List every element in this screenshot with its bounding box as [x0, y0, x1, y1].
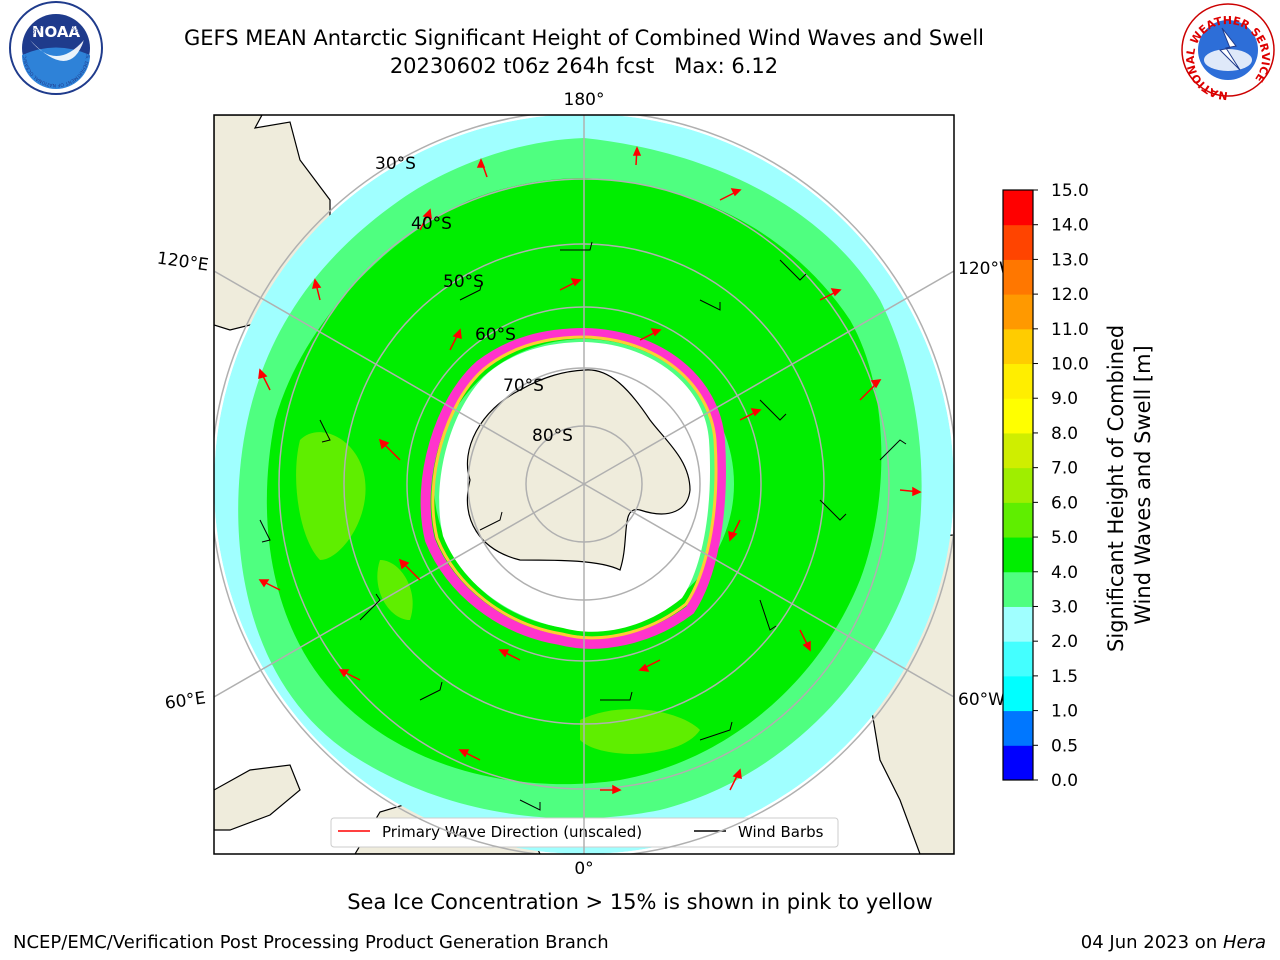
nws-logo: NATIONAL WEATHER SERVICE: [1181, 3, 1275, 102]
colorbar-segment: [1003, 745, 1033, 781]
colorbar-tick-label: 9.0: [1051, 389, 1078, 409]
lon-label-upper-right: 120°W: [958, 259, 1016, 279]
graticule: [214, 115, 954, 854]
colorbar-tick-label: 0.5: [1051, 736, 1078, 756]
legend-barb-label: Wind Barbs: [738, 823, 824, 841]
colorbar-tick-label: 4.0: [1051, 563, 1078, 583]
colorbar-tick-label: 8.0: [1051, 424, 1078, 444]
footer-date: 04 Jun 2023 on Hera: [1081, 932, 1266, 953]
colorbar-tick-label: 15.0: [1051, 181, 1089, 201]
colorbar-segment: [1003, 641, 1033, 677]
lat-label-70s: 70°S: [503, 376, 544, 396]
footer-date-text: 04 Jun 2023 on: [1080, 932, 1223, 953]
colorbar-tick-label: 7.0: [1051, 459, 1078, 479]
lat-label-30s: 30°S: [375, 154, 416, 174]
colorbar-tick-label: 1.5: [1051, 667, 1078, 687]
lon-label-bottom: 0°: [574, 859, 593, 879]
colorbar-segment: [1003, 710, 1033, 746]
colorbar-segment: [1003, 502, 1033, 538]
lat-label-40s: 40°S: [411, 214, 452, 234]
noaa-logo-text: NOAA: [32, 23, 81, 41]
colorbar-segment: [1003, 363, 1033, 399]
svg-text:Significant Height of Combined: Significant Height of Combined Wind Wave…: [1104, 318, 1155, 652]
colorbar-segment: [1003, 467, 1033, 503]
colorbar-segment: [1003, 606, 1033, 642]
lon-label-top: 180°: [564, 90, 605, 110]
colorbar-segment: [1003, 571, 1033, 607]
wind-barbs: [259, 241, 907, 811]
lat-label-60s: 60°S: [475, 325, 516, 345]
colorbar-segment: [1003, 432, 1033, 469]
colorbar-tick-label: 2.0: [1051, 632, 1078, 652]
colorbar-tick-label: 6.0: [1051, 493, 1078, 513]
noaa-logo: NOAA NATIONAL OCEANIC AND ATMOSPHERIC AD…: [0, 0, 103, 95]
lat-label-50s: 50°S: [443, 272, 484, 292]
colorbar-segment: [1003, 190, 1033, 226]
colorbar-segment: [1003, 328, 1033, 365]
colorbar-tick-label: 11.0: [1051, 320, 1089, 340]
footer-credit: NCEP/EMC/Verification Post Processing Pr…: [13, 932, 609, 953]
sea-ice-caption: Sea Ice Concentration > 15% is shown in …: [347, 890, 933, 914]
colorbar-segment: [1003, 537, 1033, 573]
wave-direction-arrows: [258, 146, 922, 795]
lon-label-upper-left: 120°E: [156, 249, 210, 276]
footer-host: Hera: [1222, 932, 1266, 953]
colorbar-tick-label: 14.0: [1051, 216, 1089, 236]
chart-subtitle: 20230602 t06z 264h fcst Max: 6.12: [389, 54, 779, 78]
colorbar-segment: [1003, 675, 1033, 712]
colorbar-segment: [1003, 224, 1033, 260]
colorbar-segment: [1003, 259, 1033, 295]
colorbar-segment: [1003, 294, 1033, 330]
colorbar-tick-label: 10.0: [1051, 355, 1089, 375]
lon-label-lower-left: 60°E: [164, 688, 207, 713]
colorbar: 0.0 0.5 1.0 1.5 2.0 3.0 4.0 5.0 6.0 7.0 8.0 9.0 10.0…: [1002, 181, 1155, 791]
lon-label-lower-right: 60°W: [958, 690, 1005, 710]
colorbar-tick-label: 13.0: [1051, 250, 1089, 270]
chart-title: GEFS MEAN Antarctic Significant Height o…: [183, 26, 985, 50]
colorbar-tick-label: 12.0: [1051, 285, 1089, 305]
colorbar-tick-label: 3.0: [1051, 597, 1078, 617]
colorbar-title-line2: Wind Waves and Swell [m]: [1131, 345, 1155, 625]
map-frame: [213, 114, 955, 855]
legend-wave-label: Primary Wave Direction (unscaled): [382, 823, 642, 841]
antarctica-land: [466, 369, 691, 571]
colorbar-tick-label: 1.0: [1051, 702, 1078, 722]
colorbar-segment: [1003, 398, 1033, 434]
colorbar-tick-label: 0.0: [1051, 771, 1078, 791]
colorbar-title-line1: Significant Height of Combined: [1104, 325, 1128, 652]
lat-label-80s: 80°S: [532, 426, 573, 446]
colorbar-tick-label: 5.0: [1051, 528, 1078, 548]
